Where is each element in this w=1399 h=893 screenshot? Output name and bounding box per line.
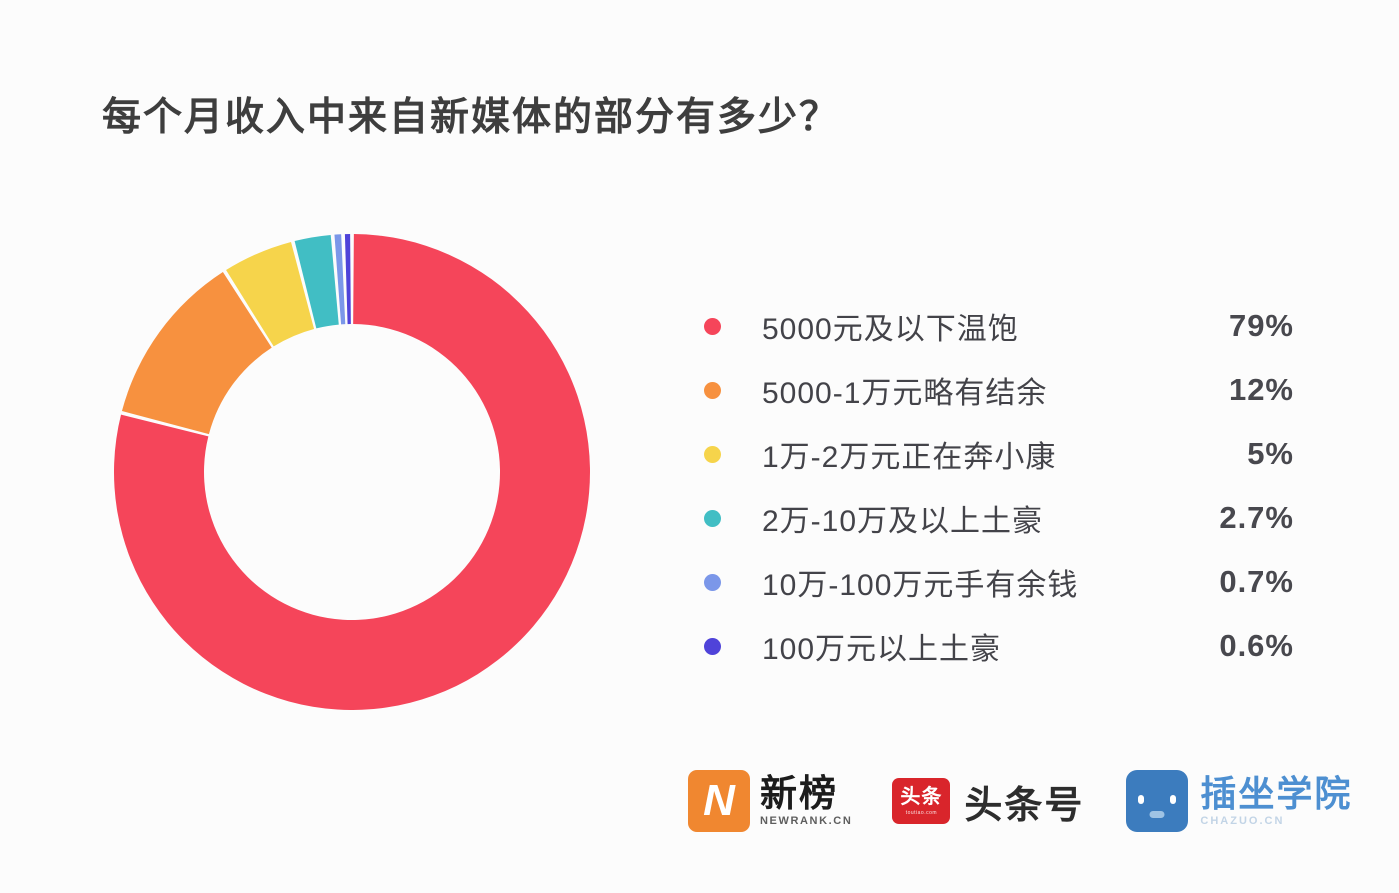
toutiao-icon: 头条 toutiao.com: [892, 778, 951, 824]
legend-item: 1万-2万元正在奔小康 5%: [704, 422, 1294, 486]
footer-logos: N 新榜 NEWRANK.CN 头条 toutiao.com 头条号 插坐学院 …: [688, 770, 1352, 832]
toutiao-logo: 头条 toutiao.com 头条号: [892, 774, 1084, 829]
legend-label: 100万元以上土豪: [762, 633, 1002, 666]
newrank-lightning-n-icon: N: [688, 770, 750, 832]
legend-item: 2万-10万及以上土豪 2.7%: [704, 486, 1294, 550]
chazuo-eye-icon: [1170, 795, 1177, 804]
legend-label: 1万-2万元正在奔小康: [762, 441, 1057, 474]
legend-percent-value: 79%: [1228, 308, 1294, 343]
chazuo-face-icon: [1126, 770, 1189, 832]
legend-label: 5000元及以下温饱: [762, 313, 1019, 346]
donut-svg: [114, 234, 590, 710]
donut-slice: [294, 234, 339, 329]
chazuo-mouth-icon: [1149, 811, 1165, 818]
chart-legend: 5000元及以下温饱 79% 5000-1万元略有结余 12% 1万-2万元正在…: [704, 294, 1294, 678]
chazuo-eye-icon: [1138, 795, 1145, 804]
toutiao-logo-text: 头条号: [964, 784, 1085, 827]
legend-color-dot-icon: [704, 381, 721, 399]
chazuo-logo: 插坐学院 CHAZUO.CN: [1126, 770, 1352, 832]
legend-color-dot-icon: [704, 509, 721, 527]
legend-percent-value: 0.7%: [1219, 564, 1294, 599]
legend-color-dot-icon: [704, 637, 721, 655]
legend-percent-value: 5%: [1247, 436, 1294, 471]
chazuo-logo-text: 插坐学院: [1200, 773, 1353, 815]
income-donut-chart: [114, 234, 590, 710]
legend-color-dot-icon: [704, 445, 721, 463]
legend-label: 5000-1万元略有结余: [762, 377, 1048, 410]
newrank-logo-subtext: NEWRANK.CN: [760, 815, 853, 828]
newrank-logo: N 新榜 NEWRANK.CN: [688, 770, 852, 832]
legend-percent-value: 2.7%: [1219, 500, 1294, 535]
legend-item: 5000元及以下温饱 79%: [704, 294, 1294, 358]
legend-color-dot-icon: [704, 573, 721, 591]
legend-item: 10万-100万元手有余钱 0.7%: [704, 550, 1294, 614]
legend-percent-value: 12%: [1228, 372, 1294, 407]
page-title: 每个月收入中来自新媒体的部分有多少？: [102, 96, 841, 139]
donut-slice: [334, 234, 346, 325]
legend-label: 2万-10万及以上土豪: [762, 505, 1044, 538]
donut-slice: [114, 234, 590, 710]
donut-slice: [121, 272, 272, 435]
legend-item: 5000-1万元略有结余 12%: [704, 358, 1294, 422]
legend-label: 10万-100万元手有余钱: [762, 569, 1079, 602]
legend-color-dot-icon: [704, 317, 721, 335]
chazuo-logo-subtext: CHAZUO.CN: [1200, 814, 1285, 827]
legend-percent-value: 0.6%: [1219, 628, 1294, 663]
legend-item: 100万元以上土豪 0.6%: [704, 614, 1294, 678]
donut-slice: [344, 234, 351, 325]
newrank-logo-text: 新榜: [760, 772, 838, 814]
donut-slice: [226, 241, 315, 347]
